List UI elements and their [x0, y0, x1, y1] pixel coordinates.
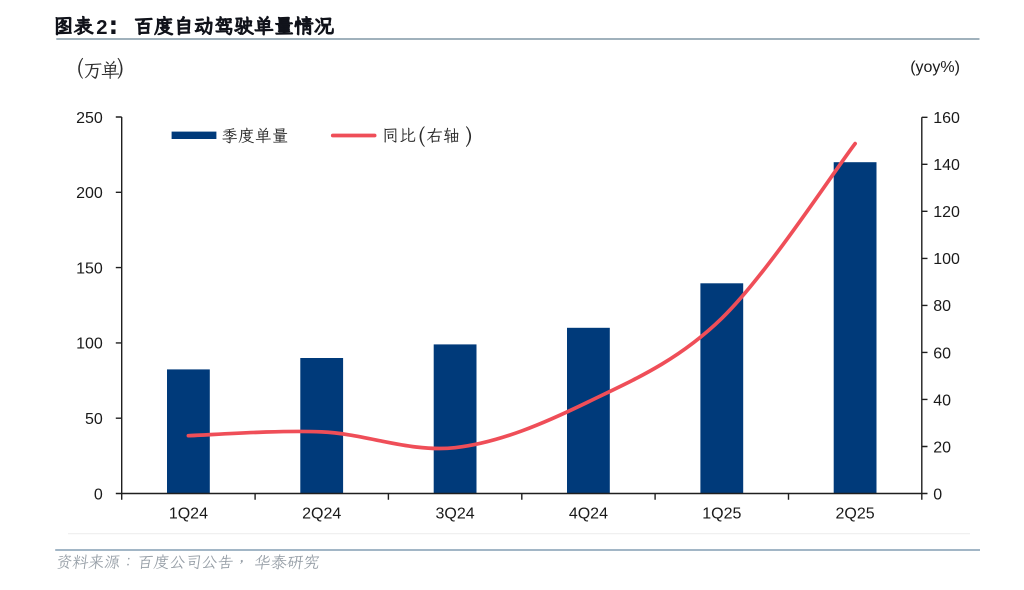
- svg-text:80: 80: [933, 298, 951, 315]
- svg-text:140: 140: [933, 157, 960, 174]
- svg-text:100: 100: [933, 251, 960, 268]
- svg-text:2Q25: 2Q25: [836, 505, 875, 522]
- svg-text:2Q24: 2Q24: [302, 505, 341, 522]
- svg-text:(yoy%): (yoy%): [910, 59, 960, 76]
- svg-text:3Q24: 3Q24: [436, 505, 475, 522]
- svg-text:40: 40: [933, 392, 951, 409]
- svg-text:0: 0: [94, 486, 103, 503]
- svg-text:100: 100: [76, 336, 103, 353]
- svg-text:160: 160: [933, 110, 960, 127]
- svg-text:200: 200: [76, 185, 103, 202]
- svg-text:120: 120: [933, 204, 960, 221]
- svg-text:60: 60: [933, 345, 951, 362]
- svg-text:2: 2: [96, 17, 107, 39]
- svg-text:150: 150: [76, 260, 103, 277]
- svg-text:20: 20: [933, 439, 951, 456]
- svg-text:250: 250: [76, 110, 103, 127]
- svg-text:1Q25: 1Q25: [702, 505, 741, 522]
- svg-text:4Q24: 4Q24: [569, 505, 608, 522]
- svg-text:1Q24: 1Q24: [169, 505, 208, 522]
- svg-text:50: 50: [85, 411, 103, 428]
- svg-text:0: 0: [933, 486, 942, 503]
